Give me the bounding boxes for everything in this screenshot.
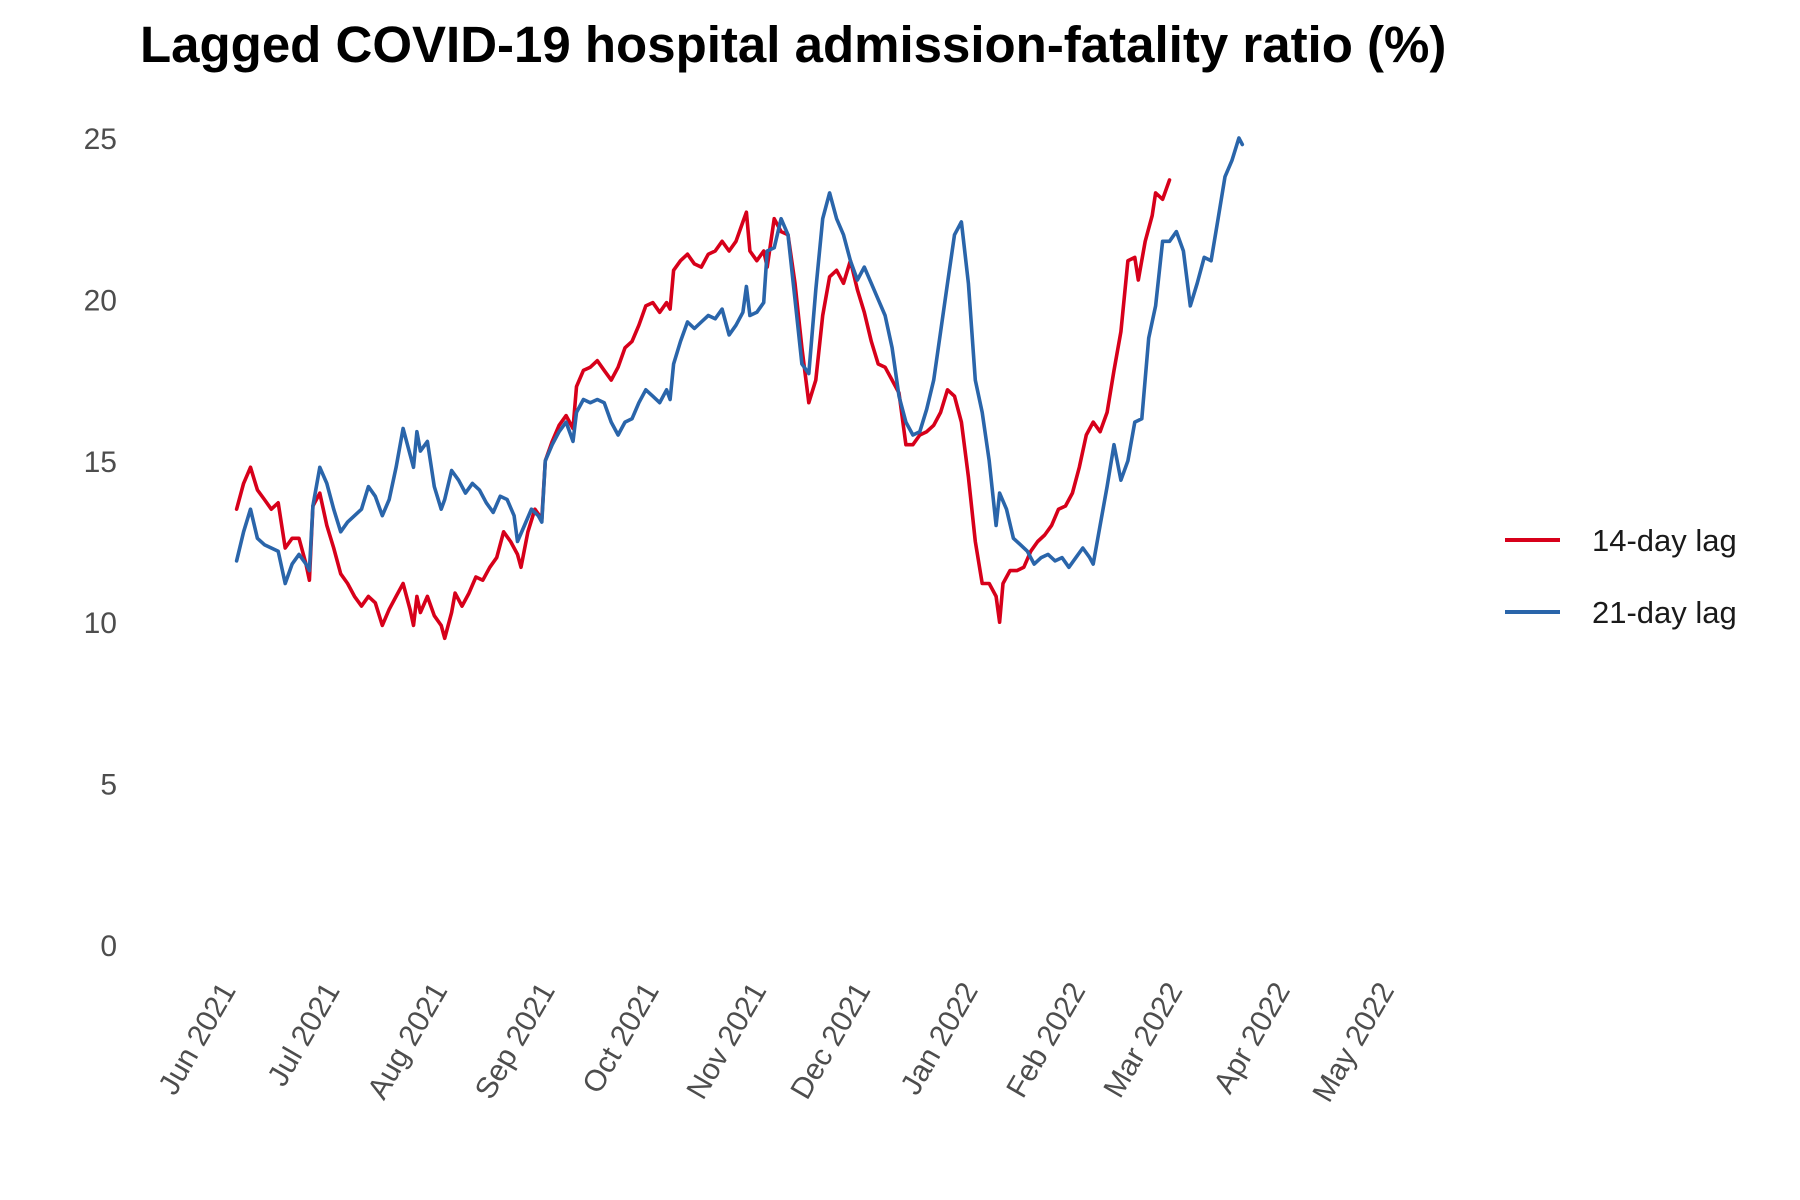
x-tick-label: Jul 2021 [261, 977, 346, 1092]
x-tick-label: Apr 2022 [1207, 977, 1296, 1099]
chart-title: Lagged COVID-19 hospital admission-fatal… [140, 16, 1446, 73]
y-tick-label: 25 [84, 123, 117, 156]
y-tick-label: 20 [84, 284, 117, 317]
series-line-1 [234, 178, 1172, 641]
y-axis: 0 5 10 15 20 25 [84, 123, 117, 963]
legend-label: 21-day lag [1592, 595, 1737, 630]
legend: 14-day lag 21-day lag [1505, 523, 1737, 630]
x-tick-label: May 2022 [1307, 977, 1401, 1108]
x-tick-label: Jun 2021 [152, 977, 242, 1100]
series-line-2 [234, 136, 1245, 586]
x-axis: Jun 2021 Jul 2021 Aug 2021 Sep 2021 Oct 2021… [152, 977, 1401, 1108]
x-tick-label: Mar 2022 [1097, 977, 1189, 1103]
legend-label: 14-day lag [1592, 523, 1737, 558]
y-tick-label: 15 [84, 446, 117, 479]
x-tick-label: Nov 2021 [680, 977, 773, 1105]
x-tick-label: Jan 2022 [895, 977, 985, 1100]
y-tick-label: 10 [84, 607, 117, 640]
y-tick-label: 0 [100, 930, 117, 963]
x-tick-label: Aug 2021 [361, 977, 454, 1105]
x-tick-label: Dec 2021 [785, 977, 878, 1105]
x-tick-label: Oct 2021 [576, 977, 665, 1099]
y-tick-label: 5 [100, 769, 117, 802]
plot-area [234, 136, 1245, 641]
x-tick-label: Feb 2022 [1000, 977, 1092, 1103]
x-tick-label: Sep 2021 [469, 977, 562, 1105]
